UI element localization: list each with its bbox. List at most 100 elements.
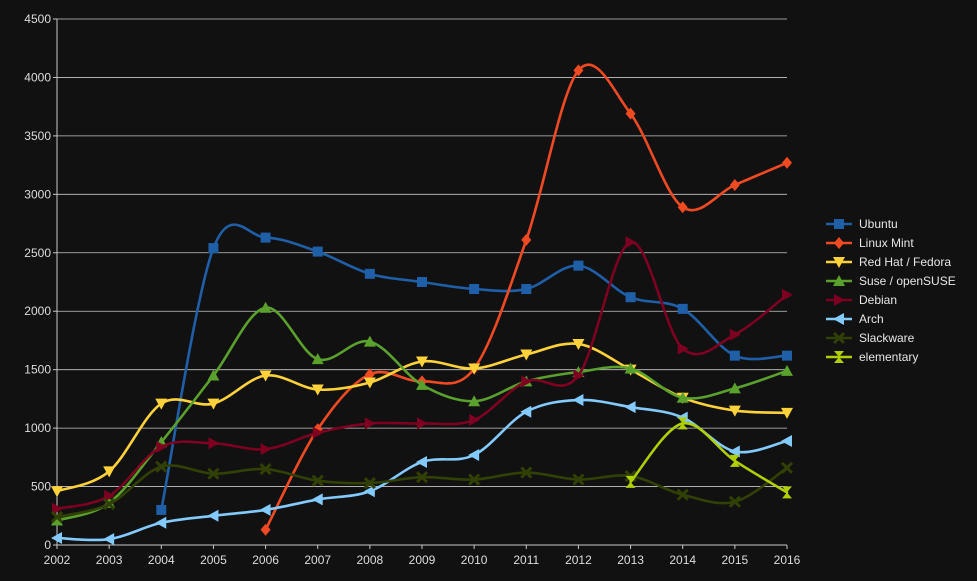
data-point-linux-mint	[729, 178, 740, 191]
data-point-arch	[728, 445, 740, 458]
data-point-slackware	[50, 510, 64, 524]
legend-swatch-marker	[832, 331, 846, 345]
legend-item-elementary: elementary	[826, 350, 918, 364]
data-point-arch	[207, 509, 219, 522]
data-point-suse-opensuse	[624, 362, 637, 374]
legend-label: Red Hat / Fedora	[859, 255, 951, 269]
data-point-ubuntu	[208, 243, 219, 254]
data-point-arch	[259, 503, 271, 516]
data-point-ubuntu	[312, 246, 323, 257]
legend-item-linux-mint: Linux Mint	[826, 236, 914, 250]
legend-label: Slackware	[859, 331, 915, 345]
data-point-arch	[781, 434, 792, 447]
data-point-ubuntu	[364, 268, 375, 279]
data-point-slackware	[311, 474, 324, 487]
x-tick-label: 2005	[200, 553, 227, 567]
x-tick-label: 2014	[669, 553, 696, 567]
marker-x-shape	[780, 461, 794, 474]
legend-label: Suse / openSUSE	[859, 274, 956, 288]
data-point-suse-opensuse	[728, 382, 741, 394]
data-point-suse-opensuse	[781, 364, 793, 376]
series-debian	[52, 236, 793, 515]
data-point-arch	[155, 516, 167, 529]
data-point-debian	[52, 502, 63, 515]
data-point-debian	[782, 288, 793, 301]
marker-x-shape	[311, 474, 324, 487]
y-tick-label: 3500	[24, 129, 51, 143]
x-tick-label: 2004	[148, 553, 175, 567]
series-ubuntu	[156, 223, 792, 515]
legend-label: Linux Mint	[859, 236, 914, 250]
y-tick-label: 4000	[24, 70, 51, 84]
data-point-red-hat-fedora	[468, 363, 481, 375]
y-tick-label: 1500	[24, 363, 51, 377]
y-tick-label: 0	[44, 538, 51, 552]
data-point-arch	[624, 401, 636, 414]
legend-item-arch: Arch	[826, 312, 884, 326]
x-tick-label: 2009	[409, 553, 436, 567]
data-point-debian	[625, 236, 637, 249]
data-point-slackware	[468, 473, 481, 486]
data-point-debian	[677, 342, 689, 355]
legend-swatch-marker	[833, 313, 844, 325]
data-point-debian	[312, 426, 324, 439]
x-tick-label: 2007	[304, 553, 331, 567]
data-point-arch	[416, 456, 427, 469]
y-tick-label: 1000	[24, 421, 51, 435]
data-point-arch	[51, 531, 62, 544]
legend-swatch-marker	[833, 257, 845, 268]
data-point-ubuntu	[260, 232, 271, 243]
data-point-debian	[469, 413, 481, 426]
data-point-ubuntu	[782, 350, 792, 361]
marker-x-shape	[415, 471, 429, 484]
grid-lines	[57, 18, 787, 546]
data-point-elementary	[625, 475, 636, 488]
series-slackware	[50, 460, 794, 524]
x-tick-label: 2010	[461, 553, 488, 567]
data-point-debian	[729, 328, 741, 341]
marker-x-shape	[50, 510, 64, 524]
legend-label: Ubuntu	[859, 217, 898, 231]
data-point-arch	[103, 533, 115, 546]
y-tick-label: 3000	[24, 187, 51, 201]
data-point-ubuntu	[625, 292, 636, 303]
data-point-elementary	[729, 454, 740, 467]
x-tick-label: 2012	[565, 553, 592, 567]
y-tick-label: 2500	[24, 246, 51, 260]
data-point-slackware	[103, 498, 116, 511]
legend-swatch-marker	[834, 294, 845, 306]
data-point-slackware	[520, 466, 533, 479]
marker-x-shape	[572, 473, 585, 486]
marker-x-shape	[728, 495, 741, 508]
data-point-red-hat-fedora	[572, 338, 585, 350]
data-point-elementary	[677, 417, 688, 430]
data-point-suse-opensuse	[259, 301, 272, 313]
marker-x-shape	[363, 476, 376, 490]
series-elementary	[625, 417, 792, 499]
y-tick-label: 500	[31, 480, 51, 494]
series-line-elementary	[629, 422, 789, 494]
data-point-ubuntu	[156, 504, 167, 515]
data-point-slackware	[207, 467, 220, 480]
x-tick-label: 2013	[617, 553, 644, 567]
data-point-red-hat-fedora	[416, 356, 428, 368]
legend-label: Arch	[859, 312, 884, 326]
x-tick-label: 2011	[513, 553, 539, 567]
marker-x-shape	[155, 460, 168, 473]
data-point-ubuntu	[573, 260, 584, 271]
data-point-arch	[468, 448, 480, 461]
data-point-slackware	[363, 476, 376, 490]
data-point-debian	[521, 375, 533, 388]
data-point-debian	[156, 440, 168, 453]
x-axis-ticks: 2002 2003 2004 2005 2006 2007 2008 2009 2010 2011…	[44, 545, 801, 567]
marker-x-shape	[832, 331, 846, 345]
data-point-ubuntu	[417, 277, 427, 287]
data-point-arch	[520, 405, 532, 418]
data-point-debian	[260, 443, 272, 456]
data-point-red-hat-fedora	[781, 407, 793, 419]
y-tick-label: 4500	[24, 12, 51, 26]
data-point-ubuntu	[521, 284, 532, 295]
data-point-red-hat-fedora	[207, 398, 220, 410]
series-group	[50, 63, 794, 546]
legend-swatch-marker	[834, 219, 844, 229]
